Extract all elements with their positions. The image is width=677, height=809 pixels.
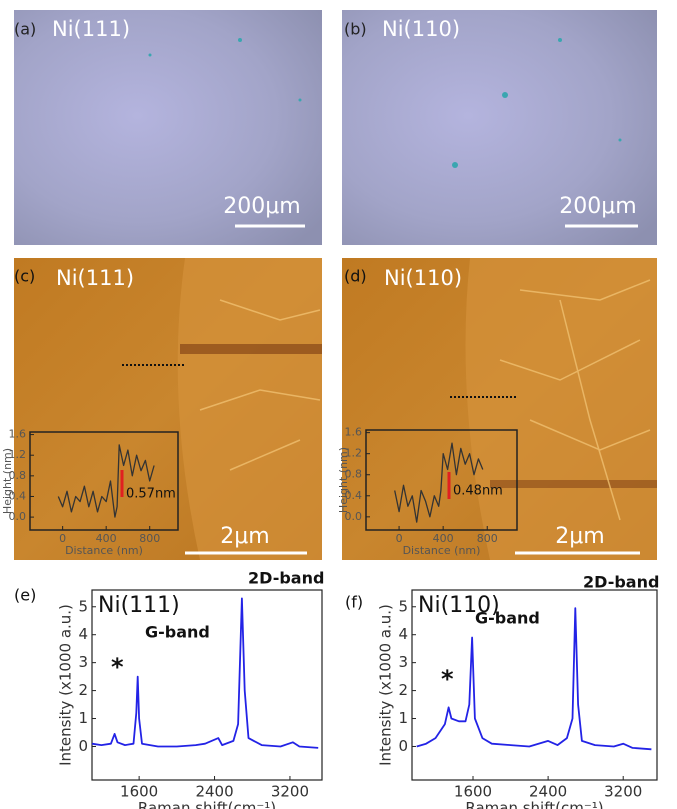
panel-title: Ni(111) [52,17,130,41]
x-tick-label: 800 [477,532,498,545]
data-line [92,598,318,748]
panel-title: Ni(110) [382,17,460,41]
annotation: * [441,665,454,693]
y-tick-label: 2 [398,681,408,699]
y-tick-label: 2 [78,681,88,699]
panel-label: (c) [14,267,35,286]
y-tick-label: 1.6 [345,426,363,439]
x-axis-label: Distance (nm) [65,544,143,557]
y-tick-label: 4 [78,625,88,643]
y-axis-label: Intensity (x1000 a.u.) [57,604,75,766]
y-tick-label: 5 [398,597,408,615]
annotation: 0.48nm [453,484,503,499]
chart-title: Ni(111) [98,593,180,618]
y-tick-label: 1 [398,709,408,727]
panel-label: (a) [14,20,36,39]
y-tick-label: 0 [398,737,408,755]
x-tick-label: 3200 [271,783,309,801]
figure: (a) Ni(111) 200μm (b) Ni(110) 200μm (c) … [0,0,677,809]
annotation: 2D-band [583,573,659,592]
x-tick-label: 1600 [454,783,492,801]
streak [180,344,322,354]
page: {"images": [ {"panel_label": "(a)", "tit… [0,0,677,809]
panel-label: (d) [344,267,367,286]
x-tick-label: 1600 [120,783,158,801]
panel-title: Ni(111) [56,266,134,290]
x-tick-label: 2400 [529,783,567,801]
annotation: * [111,653,124,681]
x-tick-label: 0 [396,532,403,545]
y-tick-label: 3 [78,653,88,671]
y-axis-label: Height (nm) [337,447,350,513]
y-tick-label: 0 [78,737,88,755]
y-axis-label: Height (nm) [1,448,14,514]
y-tick-label: 1 [78,709,88,727]
y-axis-label: Intensity (x1000 a.u.) [377,604,395,766]
scale-label: 200μm [223,194,300,219]
x-tick-label: 400 [433,532,454,545]
x-tick-label: 400 [96,532,117,545]
y-tick-label: 5 [78,597,88,615]
x-tick-label: 800 [139,532,160,545]
x-axis-label: Distance (nm) [403,544,481,557]
x-axis-label: Raman shift(cm⁻¹) [465,799,603,809]
streak [490,480,657,488]
annotation: 0.57nm [126,487,176,502]
annotation: 2D-band [248,569,324,588]
panel-label: (f) [345,593,363,612]
scale-label: 2μm [555,524,604,549]
scale-label: 2μm [220,524,269,549]
y-tick-label: 3 [398,653,408,671]
panel-label: (e) [14,586,36,605]
annotation: G-band [145,623,210,642]
panel-title: Ni(110) [384,266,462,290]
y-tick-label: 4 [398,625,408,643]
graphene-film [178,258,322,560]
x-tick-label: 3200 [604,783,642,801]
chart-title: Ni(110) [418,593,500,618]
x-axis-label: Raman shift(cm⁻¹) [138,799,276,809]
x-tick-label: 0 [59,532,66,545]
plot-frame [92,590,322,780]
y-tick-label: 1.6 [9,428,27,441]
panel-label: (b) [344,20,367,39]
scale-label: 200μm [559,194,636,219]
x-tick-label: 2400 [195,783,233,801]
